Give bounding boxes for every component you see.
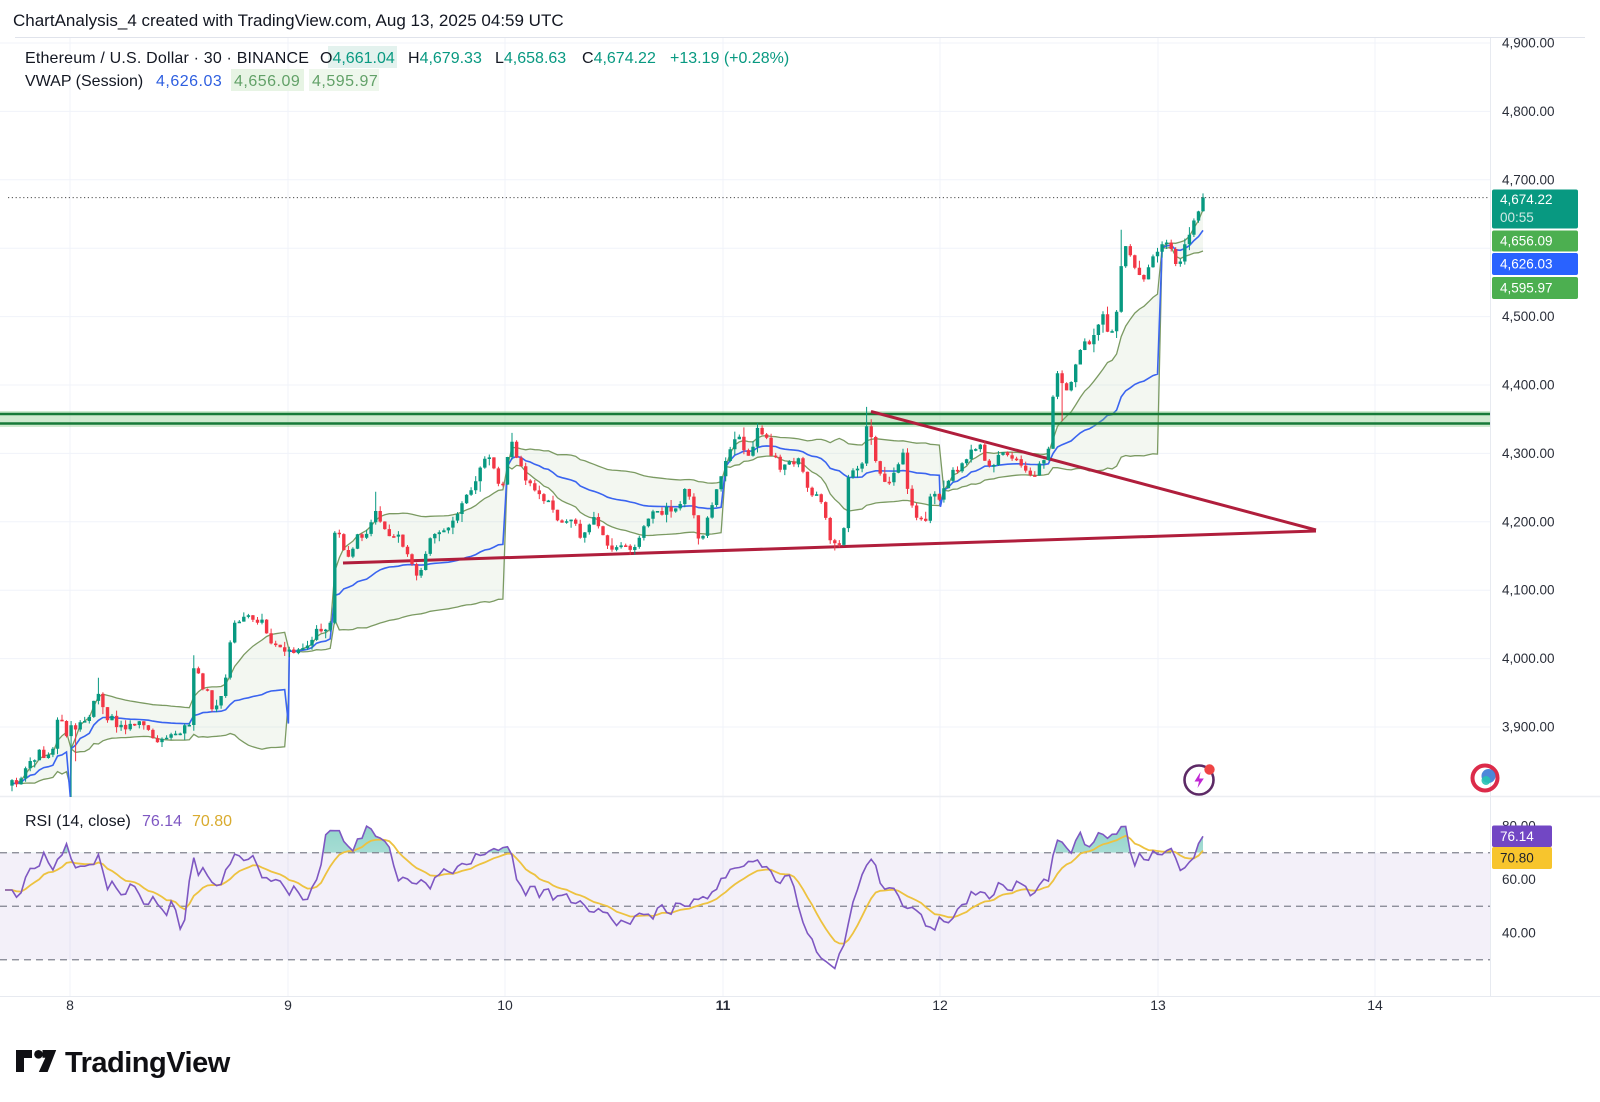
svg-text:9: 9 [284,997,292,1013]
svg-text:4,300.00: 4,300.00 [1502,446,1555,461]
svg-text:14: 14 [1367,997,1383,1013]
svg-text:10: 10 [497,997,513,1013]
svg-text:11: 11 [716,997,731,1013]
svg-text:4,200.00: 4,200.00 [1502,514,1555,529]
svg-text:VWAP (Session): VWAP (Session) [25,73,143,90]
svg-text:4,700.00: 4,700.00 [1502,172,1555,187]
svg-text:4,100.00: 4,100.00 [1502,583,1555,598]
svg-text:76.14: 76.14 [142,813,182,830]
svg-text:4,656.09: 4,656.09 [234,73,300,90]
svg-text:+13.19 (+0.28%): +13.19 (+0.28%) [670,50,789,67]
svg-text:4,626.03: 4,626.03 [1500,257,1553,272]
svg-text:4,626.03: 4,626.03 [156,73,222,90]
svg-text:O4,661.04: O4,661.04 [320,50,395,67]
svg-text:H4,679.33: H4,679.33 [408,50,482,67]
svg-text:76.14: 76.14 [1500,829,1534,844]
svg-text:4,900.00: 4,900.00 [1502,36,1555,51]
svg-text:RSI (14, close): RSI (14, close) [25,813,131,830]
svg-text:4,674.22: 4,674.22 [1500,192,1553,207]
svg-text:C4,674.22: C4,674.22 [582,50,656,67]
svg-text:70.80: 70.80 [1500,851,1534,866]
svg-text:70.80: 70.80 [192,813,232,830]
svg-text:L4,658.63: L4,658.63 [495,50,566,67]
svg-text:4,800.00: 4,800.00 [1502,104,1555,119]
svg-text:4,656.09: 4,656.09 [1500,234,1553,249]
svg-text:40.00: 40.00 [1502,926,1536,941]
svg-text:3,900.00: 3,900.00 [1502,720,1555,735]
svg-text:4,400.00: 4,400.00 [1502,378,1555,393]
svg-text:13: 13 [1150,997,1166,1013]
svg-text:4,595.97: 4,595.97 [312,73,378,90]
svg-text:TradingView: TradingView [65,1047,231,1079]
svg-text:Ethereum / U.S. Dollar · 30 ·: Ethereum / U.S. Dollar · 30 · BINANCE [25,50,309,67]
svg-text:12: 12 [932,997,948,1013]
svg-text:60.00: 60.00 [1502,872,1536,887]
svg-text:00:55: 00:55 [1500,210,1534,225]
svg-text:4,000.00: 4,000.00 [1502,651,1555,666]
svg-text:8: 8 [66,997,74,1013]
svg-text:4,595.97: 4,595.97 [1500,281,1553,296]
svg-text:4,500.00: 4,500.00 [1502,309,1555,324]
svg-text:ChartAnalysis_4 created with T: ChartAnalysis_4 created with TradingView… [13,11,564,30]
